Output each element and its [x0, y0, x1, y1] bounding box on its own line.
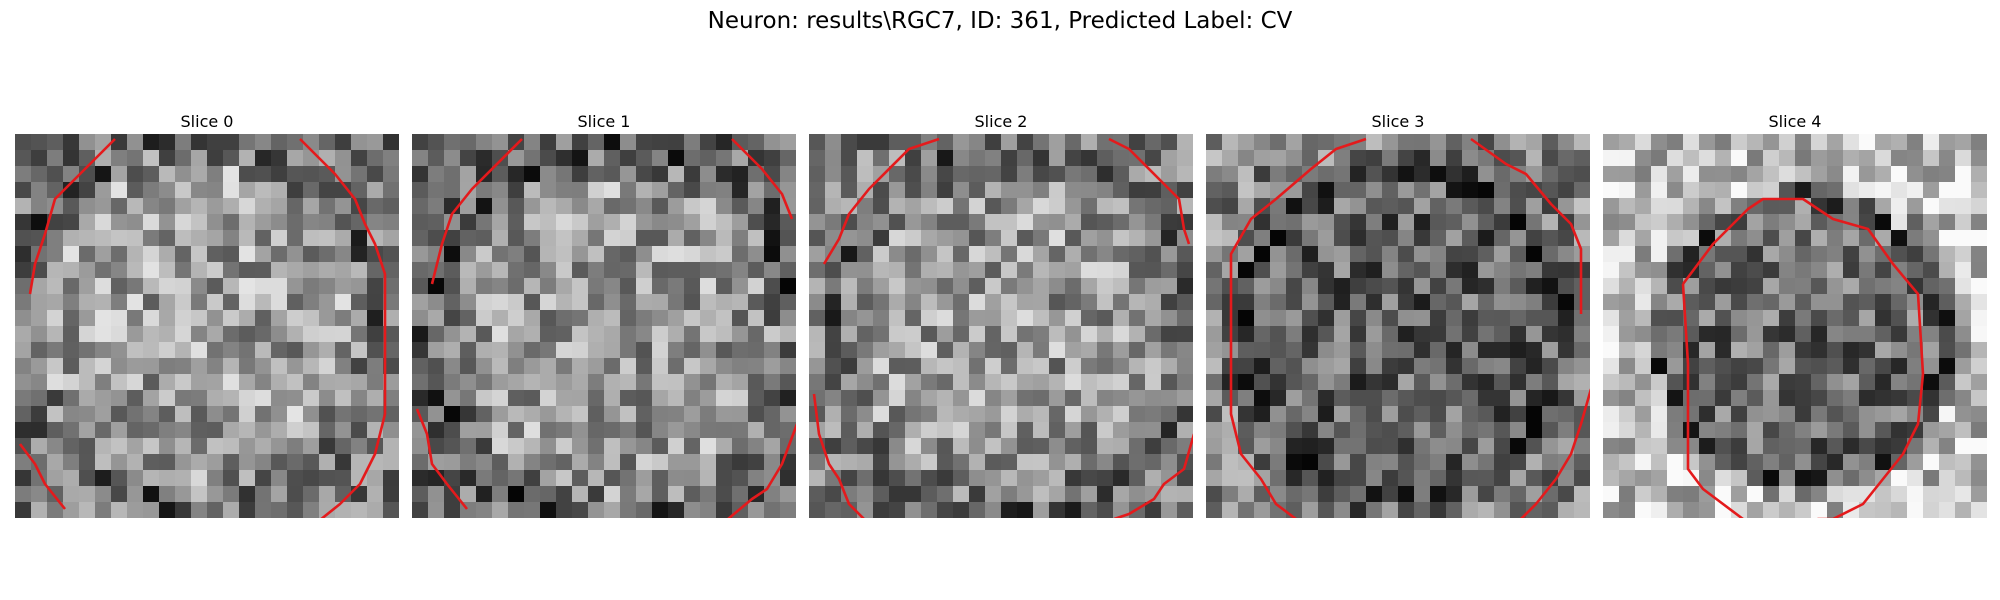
contour-line — [1113, 433, 1193, 518]
contour-line — [430, 138, 523, 285]
contour-line — [731, 138, 794, 220]
contour-line — [1681, 197, 1925, 518]
pixel-grid — [15, 134, 399, 518]
contour-line — [415, 408, 469, 510]
pixel-grid — [1206, 134, 1590, 518]
slice-image — [1603, 134, 1987, 518]
contour-line — [299, 138, 387, 518]
contour-line — [727, 423, 796, 518]
slice-title: Slice 3 — [1371, 112, 1425, 131]
contour-line — [812, 393, 865, 518]
slice-title: Slice 1 — [577, 112, 631, 131]
contour-line — [18, 443, 67, 510]
slice-title: Slice 2 — [974, 112, 1028, 131]
pixel-grid — [1603, 134, 1987, 518]
contour-line — [1681, 283, 1745, 518]
slice-title: Slice 4 — [1768, 112, 1822, 131]
slice-image — [1206, 134, 1590, 518]
slice-image — [809, 134, 1193, 518]
slice-image — [412, 134, 796, 518]
contour-line — [1520, 388, 1590, 518]
contour-line — [28, 138, 116, 295]
pixel-grid — [412, 134, 796, 518]
contour-line — [1470, 137, 1583, 314]
slice-image — [15, 134, 399, 518]
pixel-grid — [809, 134, 1193, 518]
slice-title: Slice 0 — [180, 112, 234, 131]
figure-title: Neuron: results\RGC7, ID: 361, Predicted… — [707, 8, 1293, 34]
contour-line — [1108, 137, 1191, 245]
contour-line — [1229, 137, 1367, 518]
contour-line — [822, 137, 940, 265]
